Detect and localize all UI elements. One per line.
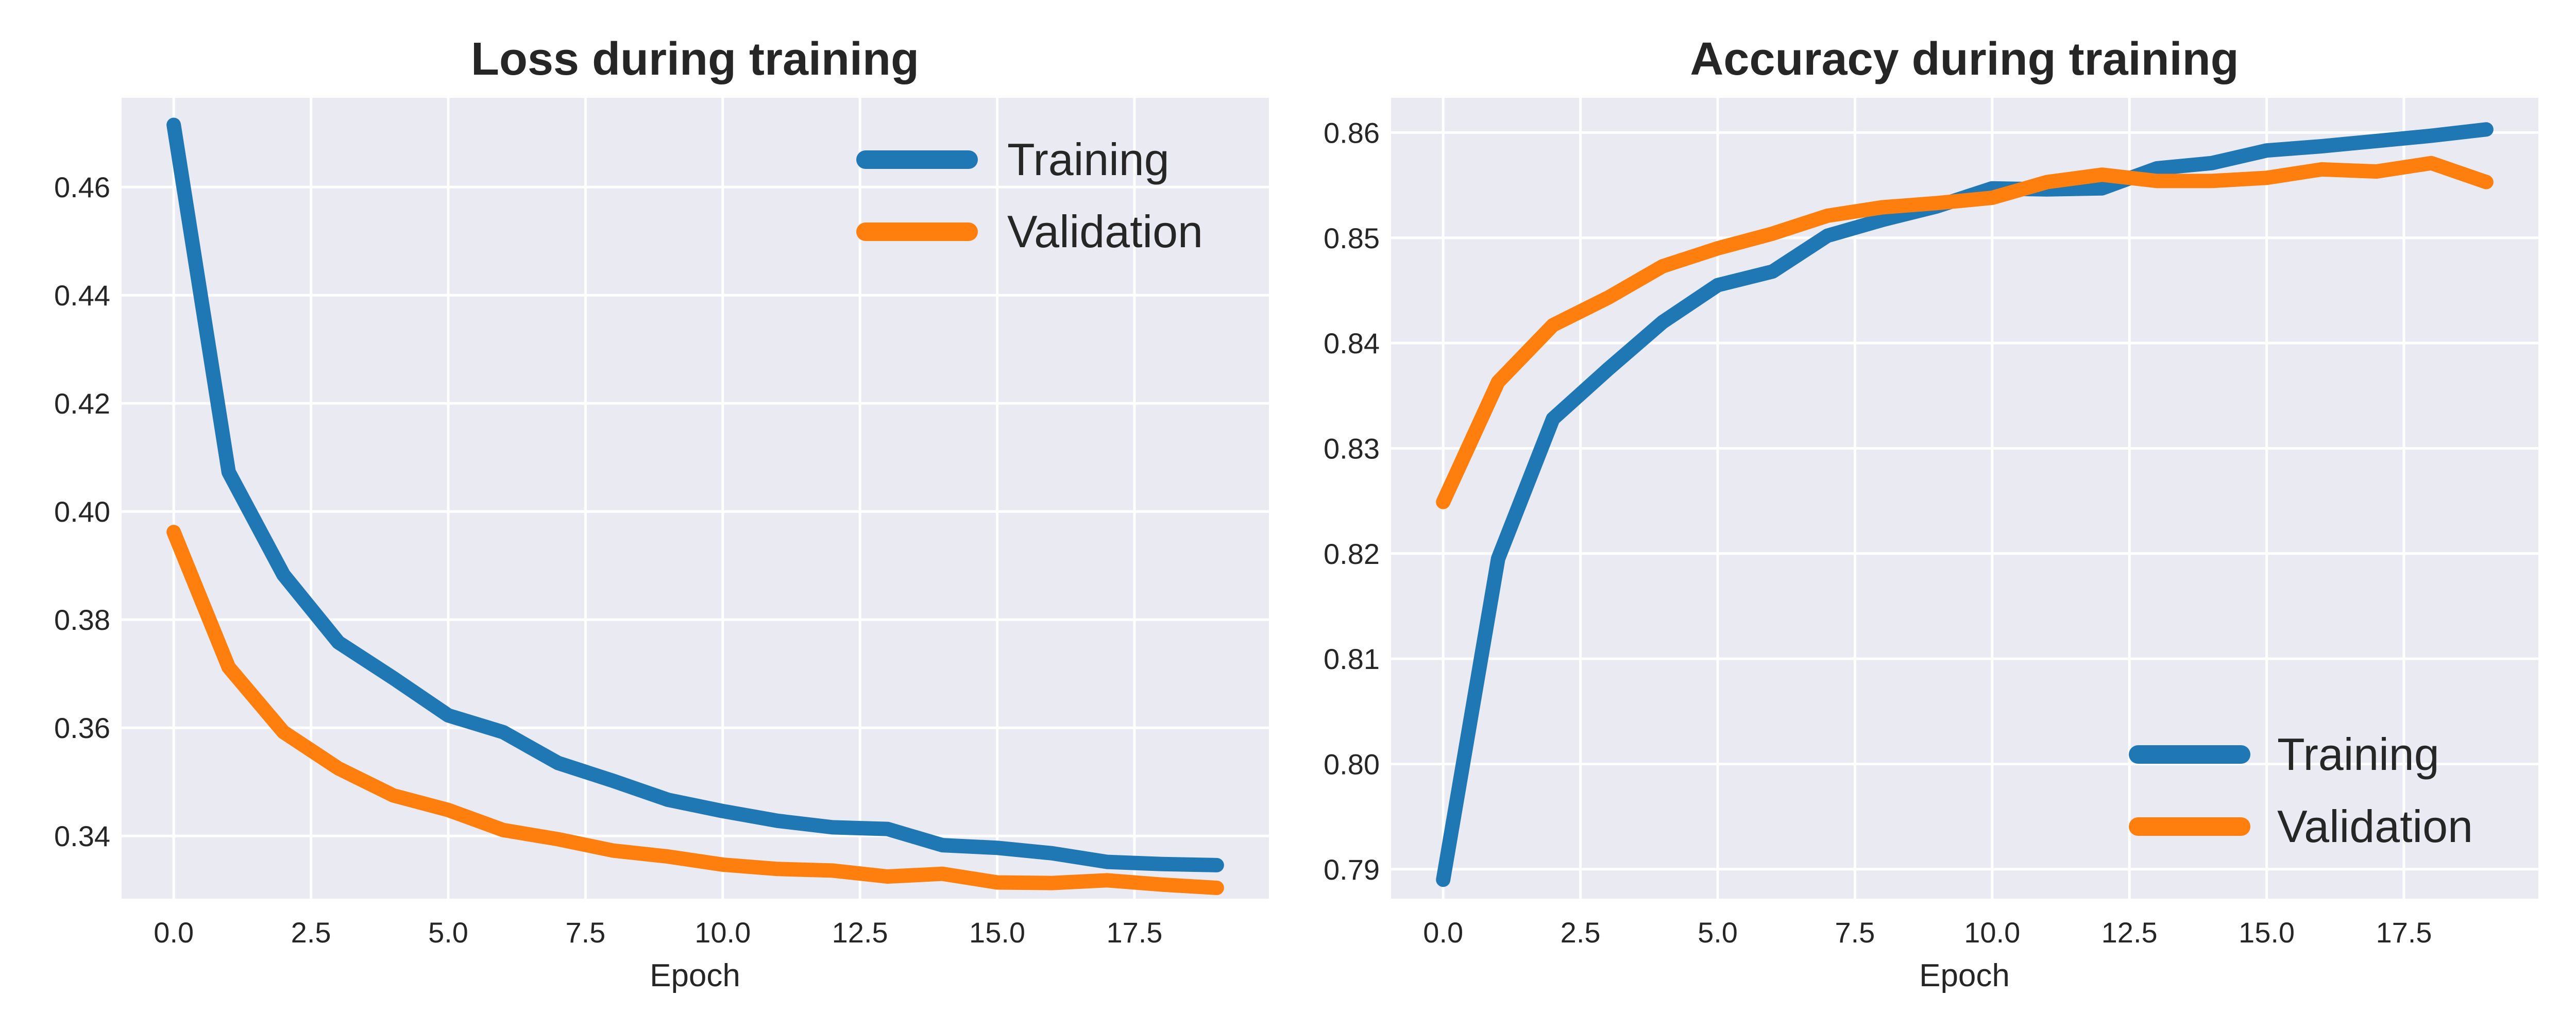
accuracy-x-tick-label: 15.0 xyxy=(2239,916,2295,949)
accuracy-validation-line xyxy=(1436,156,2494,509)
loss-x-tick-label: 10.0 xyxy=(694,916,751,949)
loss-chart-title: Loss during training xyxy=(471,33,919,85)
loss-series-lines xyxy=(166,117,1224,895)
accuracy-x-tick-label: 7.5 xyxy=(1835,916,1875,949)
accuracy-tick-labels: 0.0 2.5 5.0 7.5 10.0 12.5 15.0 17.5 0.79 0.80 0.81… xyxy=(1324,116,2432,949)
accuracy-chart-title: Accuracy during training xyxy=(1690,33,2239,85)
loss-x-tick-label: 12.5 xyxy=(832,916,888,949)
loss-y-tick-label: 0.36 xyxy=(54,712,110,744)
accuracy-x-tick-label: 0.0 xyxy=(1423,916,1463,949)
accuracy-y-tick-label: 0.86 xyxy=(1324,116,1380,149)
accuracy-x-tick-label: 17.5 xyxy=(2376,916,2432,949)
accuracy-x-tick-label: 12.5 xyxy=(2102,916,2158,949)
accuracy-chart: 0.0 2.5 5.0 7.5 10.0 12.5 15.0 17.5 0.79 0.80 0.81… xyxy=(1324,33,2538,993)
accuracy-x-tick-label: 2.5 xyxy=(1561,916,1601,949)
loss-x-tick-label: 5.0 xyxy=(428,916,468,949)
loss-y-tick-label: 0.40 xyxy=(54,495,110,528)
loss-validation-line xyxy=(166,525,1224,895)
loss-tick-labels: 0.0 2.5 5.0 7.5 10.0 12.5 15.0 17.5 0.34 0.36 0.38… xyxy=(54,171,1162,949)
accuracy-y-tick-label: 0.85 xyxy=(1324,222,1380,254)
accuracy-y-tick-label: 0.84 xyxy=(1324,327,1380,359)
accuracy-y-tick-label: 0.82 xyxy=(1324,538,1380,570)
loss-chart: 0.0 2.5 5.0 7.5 10.0 12.5 15.0 17.5 0.34 0.36 0.38… xyxy=(54,33,1269,993)
accuracy-x-axis-label: Epoch xyxy=(1919,958,2010,993)
loss-y-tick-label: 0.34 xyxy=(54,820,110,852)
loss-x-tick-label: 7.5 xyxy=(565,916,605,949)
loss-y-tick-label: 0.42 xyxy=(54,387,110,420)
accuracy-grid xyxy=(1391,98,2538,899)
legend-label-training: Training xyxy=(2277,729,2439,780)
accuracy-legend: Training Validation xyxy=(2129,729,2473,852)
loss-x-tick-label: 15.0 xyxy=(969,916,1025,949)
accuracy-x-tick-label: 10.0 xyxy=(1964,916,2020,949)
loss-training-line xyxy=(166,117,1224,872)
legend-label-validation: Validation xyxy=(2277,801,2473,852)
loss-y-tick-label: 0.44 xyxy=(54,279,110,312)
loss-legend: Training Validation xyxy=(856,134,1203,257)
loss-x-tick-label: 0.0 xyxy=(154,916,194,949)
loss-x-tick-label: 2.5 xyxy=(291,916,331,949)
loss-y-tick-label: 0.38 xyxy=(54,604,110,636)
legend-label-training: Training xyxy=(1007,134,1170,185)
accuracy-y-tick-label: 0.80 xyxy=(1324,748,1380,780)
loss-plot-area xyxy=(122,98,1269,899)
accuracy-y-tick-label: 0.79 xyxy=(1324,853,1380,886)
loss-y-tick-label: 0.46 xyxy=(54,171,110,203)
loss-x-axis-label: Epoch xyxy=(650,958,740,993)
legend-label-validation: Validation xyxy=(1007,206,1203,257)
accuracy-y-tick-label: 0.81 xyxy=(1324,643,1380,675)
accuracy-series-lines xyxy=(1436,122,2494,887)
accuracy-y-tick-label: 0.83 xyxy=(1324,432,1380,465)
accuracy-x-tick-label: 5.0 xyxy=(1698,916,1738,949)
loss-x-tick-label: 17.5 xyxy=(1106,916,1162,949)
